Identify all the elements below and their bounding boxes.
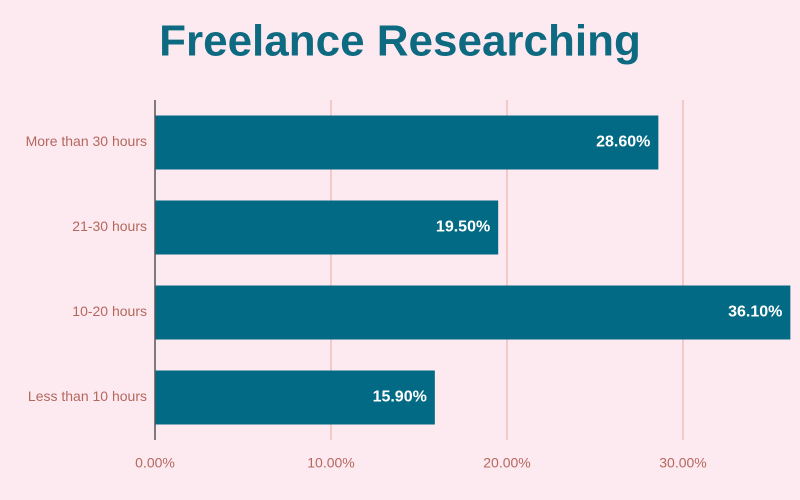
y-tick-label: More than 30 hours bbox=[26, 133, 147, 149]
bar bbox=[155, 200, 499, 255]
chart-title: Freelance Researching bbox=[159, 17, 641, 66]
value-label: 28.60% bbox=[596, 134, 650, 151]
bar bbox=[155, 285, 791, 340]
y-tick-label: Less than 10 hours bbox=[28, 388, 147, 404]
y-tick-label: 10-20 hours bbox=[72, 303, 147, 319]
x-tick-label: 20.00% bbox=[483, 455, 530, 471]
value-label: 15.90% bbox=[373, 389, 427, 406]
bar bbox=[155, 370, 435, 425]
y-tick-label: 21-30 hours bbox=[72, 218, 147, 234]
value-label: 36.10% bbox=[728, 304, 782, 321]
value-label: 19.50% bbox=[436, 219, 490, 236]
x-tick-label: 30.00% bbox=[659, 455, 706, 471]
x-tick-label: 0.00% bbox=[135, 455, 175, 471]
bar bbox=[155, 115, 659, 170]
x-tick-label: 10.00% bbox=[307, 455, 354, 471]
